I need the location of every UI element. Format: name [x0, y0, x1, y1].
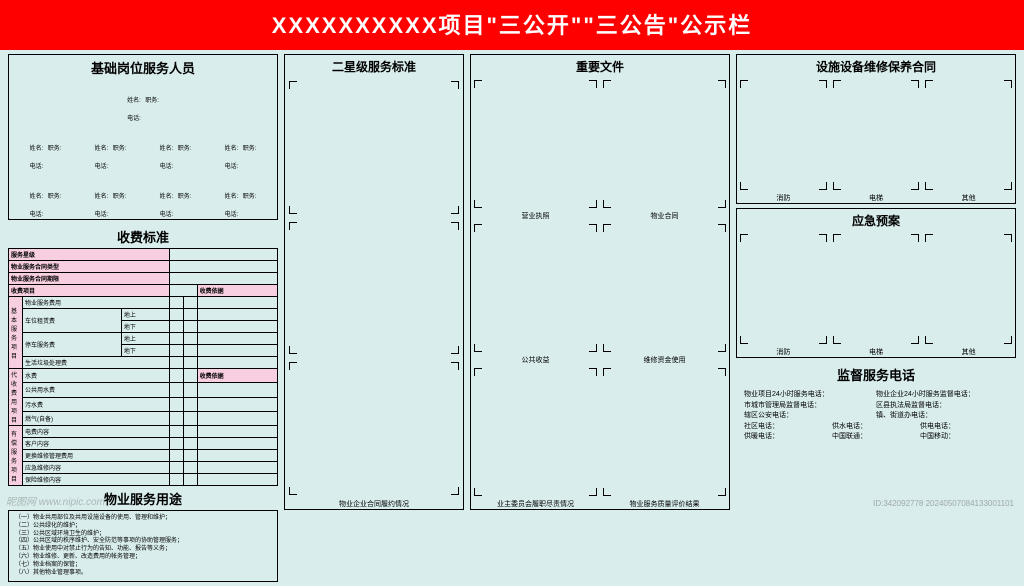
- fee-table: 服务星级 物业服务合同类型 物业服务合同期限 收费项目收费依据 基本服务项目物业…: [8, 248, 278, 486]
- panel-docs: 重要文件 营业执照物业合同 公共收益维修资金使用 业主委员会履职尽责情况物业服务…: [470, 54, 730, 510]
- fee-title: 收费标准: [8, 224, 278, 248]
- maint-title: 设施设备维修保养合同: [737, 55, 1015, 77]
- panel-maintenance: 设施设备维修保养合同 消防电梯其他: [736, 54, 1016, 204]
- main-layout: 基础岗位服务人员 姓名: 职务:电话: 姓名: 职务:电话: 姓名: 职务:电话…: [0, 50, 1024, 518]
- col-3: 重要文件 营业执照物业合同 公共收益维修资金使用 业主委员会履职尽责情况物业服务…: [470, 54, 730, 514]
- staff-title: 基础岗位服务人员: [9, 55, 277, 79]
- panel-staff: 基础岗位服务人员 姓名: 职务:电话: 姓名: 职务:电话: 姓名: 职务:电话…: [8, 54, 278, 220]
- usage-box: （一）物业共用部位及共用设施设备的使用、管理和维护； （二）公共绿化的维护； （…: [8, 510, 278, 582]
- col-left: 基础岗位服务人员 姓名: 职务:电话: 姓名: 职务:电话: 姓名: 职务:电话…: [8, 54, 278, 514]
- watermark-right: ID:342092778 20240507084133001101: [873, 499, 1014, 508]
- header-title: XXXXXXXXXX项目"三公开""三公告"公示栏: [272, 13, 752, 38]
- standard-title: 二星级服务标准: [285, 55, 463, 77]
- panel-phones: 监督服务电话 物业项目24小时服务电话：物业企业24小时服务监督电话： 市城市管…: [736, 362, 1016, 514]
- header-bar: XXXXXXXXXX项目"三公开""三公告"公示栏: [0, 0, 1024, 50]
- panel-standard: 二星级服务标准 物业企业合同履约情况: [284, 54, 464, 510]
- panel-emergency: 应急预案 消防电梯其他: [736, 208, 1016, 358]
- col-2: 二星级服务标准 物业企业合同履约情况: [284, 54, 464, 514]
- phones-title: 监督服务电话: [736, 362, 1016, 386]
- watermark-left: 昵图网 www.nipic.com: [6, 493, 105, 508]
- emerg-title: 应急预案: [737, 209, 1015, 231]
- docs-title: 重要文件: [471, 55, 729, 77]
- standard-bottom: 物业企业合同履约情况: [285, 499, 463, 509]
- col-4: 设施设备维修保养合同 消防电梯其他 应急预案 消防电梯其他 监督服务电话 物业项…: [736, 54, 1016, 514]
- panel-fee: 收费标准 服务星级 物业服务合同类型 物业服务合同期限 收费项目收费依据 基本服…: [8, 224, 278, 486]
